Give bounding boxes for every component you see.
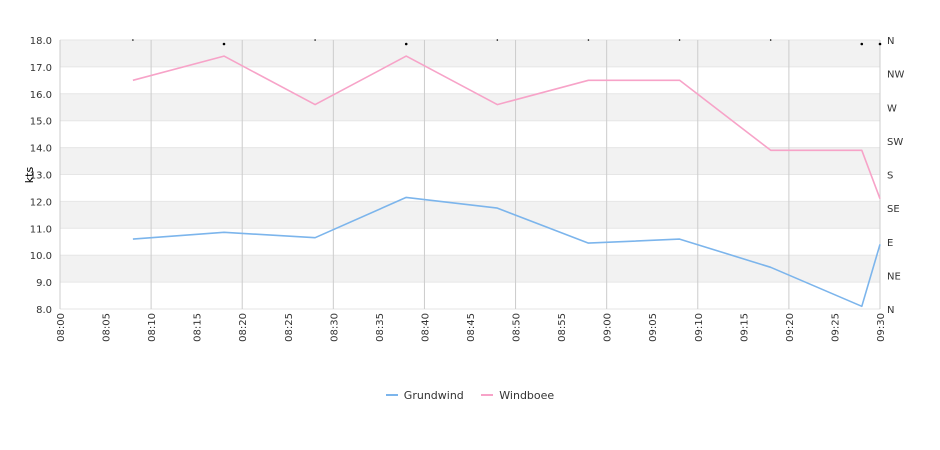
series-line-grundwind[interactable] (132, 196, 881, 308)
x-tick-label: 08:15 (193, 313, 204, 342)
plot-bands (60, 39, 880, 310)
x-tick-label: 09:20 (785, 313, 796, 342)
x-tick-label: 08:00 (56, 313, 67, 342)
right-tick-label: S (887, 171, 893, 182)
x-tick-label: 09:10 (694, 313, 705, 342)
legend-label-grundwind: Grundwind (403, 388, 464, 402)
x-tick-label: 09:25 (830, 313, 841, 342)
x-tick-label: 08:20 (238, 313, 249, 342)
y-axis-label: kts (23, 167, 36, 184)
y-tick-label: 8.0 (36, 305, 52, 316)
legend-item-grundwind[interactable]: Grundwind (385, 388, 464, 402)
direction-mark (496, 39, 499, 41)
direction-mark (769, 39, 772, 41)
legend-item-windboee[interactable]: Windboee (481, 389, 554, 402)
legend-swatch-grundwind (385, 394, 398, 396)
y-axis-ticks: 8.0 9.0 10.0 11.0 12.0 13.0 14.0 15.0 16.0 17.0 18… (30, 36, 52, 316)
x-tick-label: 08:40 (420, 313, 431, 342)
right-tick-label: NW (887, 70, 904, 81)
plot-band (60, 120, 880, 148)
series-line-windboee[interactable] (132, 55, 881, 199)
y-tick-label: 12.0 (30, 197, 52, 208)
x-tick-label: 08:35 (375, 313, 386, 342)
plot-band (60, 255, 880, 283)
vertical-grid (59, 40, 881, 309)
x-tick-label: 08:55 (557, 313, 568, 342)
y-tick-label: 17.0 (30, 63, 52, 74)
right-axis-ticks: N NE E SE S SW W NW N (887, 36, 904, 316)
direction-mark (860, 42, 864, 46)
right-tick-label: NE (887, 271, 901, 282)
series-lines (132, 55, 881, 308)
y-tick-label: 10.0 (30, 251, 52, 262)
x-tick-label: 09:00 (603, 313, 614, 342)
x-tick-label: 08:25 (284, 313, 295, 342)
direction-mark (587, 39, 590, 41)
x-tick-label: 08:45 (466, 313, 477, 342)
right-tick-label: N (887, 36, 894, 47)
y-tick-label: 15.0 (30, 117, 52, 128)
right-tick-label: SW (887, 137, 903, 148)
x-axis-ticks: 08:00 08:05 08:10 08:15 08:20 08:25 08:30 08:35… (56, 313, 887, 342)
direction-mark (404, 42, 408, 46)
legend-swatch-windboee (481, 394, 494, 396)
plot-band (60, 201, 880, 229)
x-tick-label: 08:10 (147, 313, 158, 342)
y-tick-label: 9.0 (36, 278, 52, 289)
x-tick-label: 09:30 (876, 313, 887, 342)
plot-band (60, 282, 880, 309)
direction-marks (132, 39, 882, 46)
x-tick-label: 08:05 (102, 313, 113, 342)
plot-band (60, 147, 880, 175)
right-tick-label: N (887, 305, 894, 316)
right-tick-label: W (887, 103, 897, 114)
direction-mark (314, 39, 316, 41)
legend: Grundwind Windboee (0, 386, 940, 402)
y-tick-label: 13.0 (30, 171, 52, 182)
x-tick-label: 08:50 (512, 313, 523, 342)
plot-band (60, 93, 880, 121)
right-tick-label: E (887, 238, 893, 249)
x-tick-label: 09:15 (739, 313, 750, 342)
y-tick-label: 16.0 (30, 90, 52, 101)
plot-band (60, 174, 880, 202)
x-tick-label: 09:05 (648, 313, 659, 342)
y-tick-label: 18.0 (30, 36, 52, 47)
y-tick-label: 14.0 (30, 144, 52, 155)
direction-mark (678, 39, 681, 41)
plot-band (60, 228, 880, 256)
right-tick-label: SE (887, 204, 900, 215)
legend-label-windboee: Windboee (499, 388, 555, 402)
y-tick-label: 11.0 (30, 224, 52, 235)
direction-mark (132, 39, 134, 41)
plot-band (60, 40, 880, 67)
direction-mark (222, 42, 226, 46)
x-tick-label: 08:30 (329, 313, 340, 342)
direction-mark (878, 42, 882, 46)
